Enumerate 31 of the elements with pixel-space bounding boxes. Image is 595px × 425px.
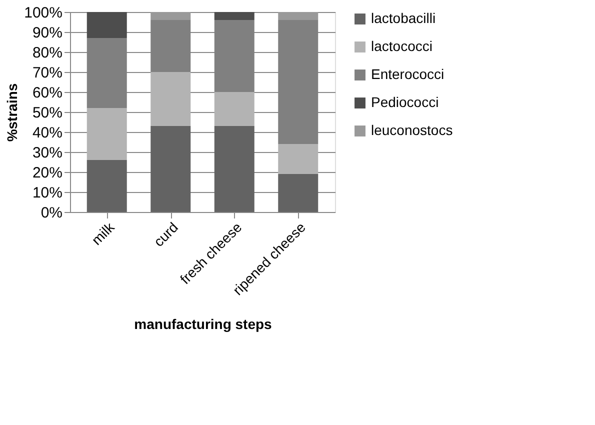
legend-label: lactococci — [371, 38, 432, 54]
bar — [278, 174, 318, 212]
bar — [86, 108, 127, 160]
y-axis-title: %strains — [4, 83, 20, 142]
legend-label: lactobacilli — [371, 10, 436, 26]
bar — [214, 92, 254, 126]
bar — [86, 160, 127, 212]
y-tick-label: 10% — [32, 184, 62, 202]
bar — [86, 12, 127, 38]
y-tick-label: 20% — [32, 164, 62, 182]
x-tick-label: milk — [88, 218, 118, 248]
legend-label: leuconostocs — [371, 122, 453, 138]
bar — [214, 126, 254, 212]
y-tick-label: 40% — [32, 124, 62, 142]
bar — [150, 72, 191, 126]
y-tick-label: 30% — [32, 144, 62, 162]
bar — [150, 126, 191, 212]
bar — [214, 12, 254, 20]
y-tick-label: 50% — [32, 104, 62, 122]
y-tick-label: 100% — [24, 4, 62, 22]
y-tick-label: 90% — [32, 24, 62, 42]
legend-label: Enterococci — [371, 66, 444, 82]
y-tick-label: 80% — [32, 44, 62, 62]
legend-label: Pediococci — [371, 94, 439, 110]
x-axis-title: manufacturing steps — [134, 316, 272, 332]
bar — [278, 12, 318, 20]
y-tick-label: 70% — [32, 64, 62, 82]
y-tick-label: 0% — [40, 204, 62, 222]
bar — [150, 12, 191, 20]
y-tick-label: 60% — [32, 84, 62, 102]
bar — [278, 144, 318, 174]
